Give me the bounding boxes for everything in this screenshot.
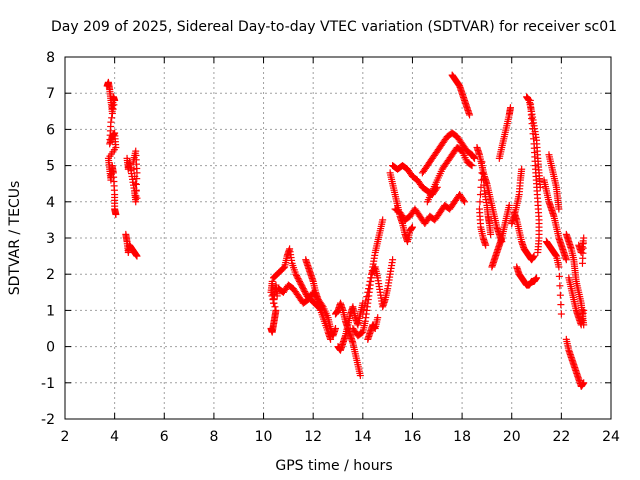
- data-point: [273, 292, 281, 300]
- data-point: [466, 111, 474, 119]
- y-tick-label: 8: [46, 50, 55, 66]
- data-point: [533, 274, 541, 282]
- data-point: [505, 201, 513, 209]
- data-point: [361, 301, 369, 309]
- data-point: [362, 297, 370, 305]
- data-point: [482, 241, 490, 249]
- data-point: [534, 248, 542, 256]
- x-tick-label: 10: [255, 429, 273, 445]
- data-point: [111, 96, 119, 104]
- data-point: [332, 325, 340, 332]
- data-point: [467, 161, 475, 169]
- data-point: [108, 109, 116, 117]
- data-point: [133, 252, 141, 260]
- data-points: [103, 71, 588, 390]
- x-tick-label: 2: [61, 429, 70, 445]
- data-point: [468, 162, 476, 170]
- y-tick-label: 5: [46, 159, 55, 175]
- x-tick-label: 14: [354, 429, 372, 445]
- data-point: [129, 158, 137, 166]
- data-point: [279, 264, 287, 272]
- data-point: [506, 104, 514, 112]
- data-point: [271, 303, 279, 311]
- x-tick-label: 8: [209, 429, 218, 445]
- y-tick-label: -2: [41, 412, 55, 428]
- data-point: [327, 335, 335, 343]
- data-point: [272, 306, 280, 314]
- x-tick-label: 18: [453, 429, 471, 445]
- data-point: [478, 169, 486, 177]
- data-point: [356, 372, 364, 380]
- data-point: [580, 379, 588, 387]
- data-point: [363, 293, 371, 301]
- data-point: [360, 306, 368, 314]
- y-tick-label: 3: [46, 231, 55, 247]
- data-point: [131, 172, 139, 180]
- data-point: [365, 285, 373, 293]
- data-point: [487, 230, 495, 238]
- y-tick-label: 4: [46, 195, 55, 211]
- x-tick-label: 24: [602, 429, 620, 445]
- x-axis-label: GPS time / hours: [275, 458, 392, 474]
- data-point: [477, 183, 485, 191]
- data-point: [132, 187, 140, 195]
- data-point: [476, 191, 484, 199]
- data-point: [555, 272, 563, 280]
- data-point: [477, 176, 485, 184]
- y-tick-label: 6: [46, 122, 55, 138]
- data-point: [364, 288, 372, 296]
- data-point: [131, 180, 139, 188]
- data-point: [556, 282, 564, 290]
- data-point: [555, 263, 563, 271]
- plot-frame: [64, 56, 612, 420]
- y-tick-label: 2: [46, 267, 55, 283]
- data-point: [562, 256, 570, 264]
- data-point: [530, 252, 538, 260]
- data-point: [460, 196, 468, 204]
- data-point: [578, 259, 586, 267]
- x-tick-label: 22: [552, 429, 570, 445]
- x-tick-label: 4: [110, 429, 119, 445]
- data-point: [110, 101, 118, 109]
- data-point: [555, 205, 563, 213]
- x-tick-label: 12: [304, 429, 322, 445]
- data-point: [374, 314, 382, 322]
- y-tick-label: 1: [46, 303, 55, 319]
- data-point: [556, 291, 564, 299]
- data-point: [359, 310, 367, 318]
- data-point: [379, 216, 387, 224]
- data-point: [389, 256, 397, 264]
- x-tick-label: 16: [404, 429, 422, 445]
- data-point: [108, 114, 116, 122]
- data-point: [112, 210, 120, 218]
- data-point: [408, 223, 416, 231]
- y-tick-label: 0: [46, 340, 55, 356]
- data-point: [557, 301, 565, 309]
- x-tick-label: 20: [503, 429, 521, 445]
- chart-title: Day 209 of 2025, Sidereal Day-to-day VTE…: [51, 19, 617, 35]
- data-point: [367, 274, 375, 282]
- data-point: [580, 306, 588, 314]
- y-tick-label: -1: [41, 376, 55, 392]
- data-point: [365, 281, 373, 289]
- data-point: [109, 105, 117, 113]
- data-point: [130, 165, 138, 173]
- data-point: [366, 277, 374, 285]
- data-point: [476, 198, 484, 206]
- data-point: [557, 310, 565, 318]
- data-point: [518, 165, 526, 173]
- x-tick-label: 6: [160, 429, 169, 445]
- data-point: [133, 194, 141, 202]
- y-tick-label: 7: [46, 86, 55, 102]
- y-axis-label: SDTVAR / TECUs: [7, 181, 23, 296]
- data-point: [461, 198, 469, 206]
- data-point: [471, 154, 478, 162]
